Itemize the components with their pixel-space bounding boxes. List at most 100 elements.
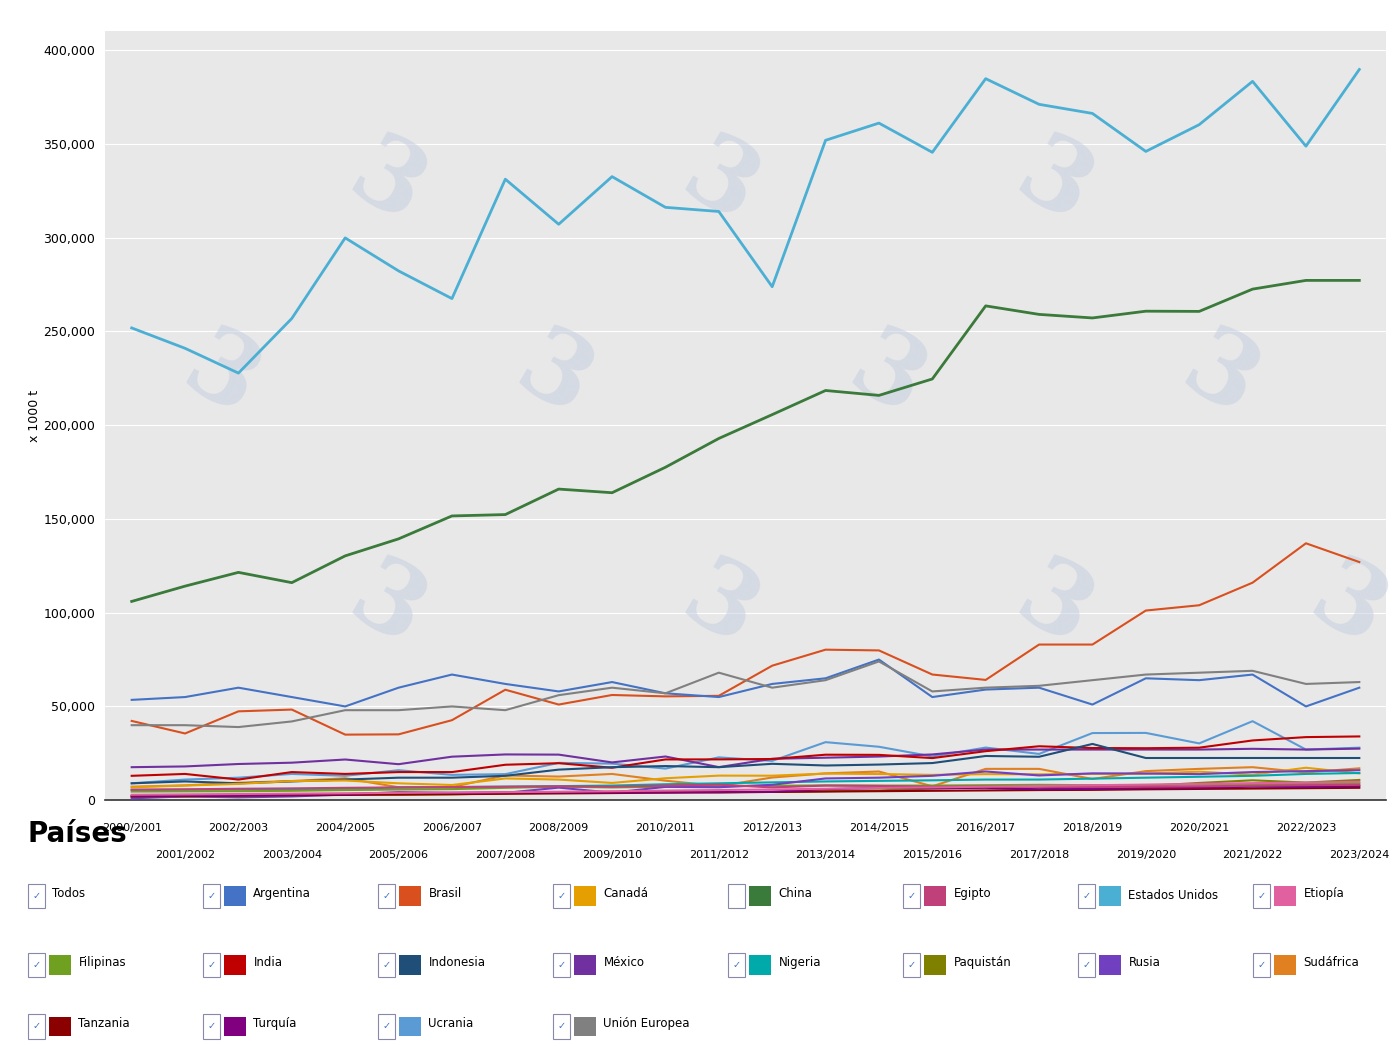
Text: ✓: ✓	[382, 891, 391, 901]
Text: ✓: ✓	[907, 960, 916, 970]
Text: 2010/2011: 2010/2011	[636, 823, 696, 834]
Text: 2022/2023: 2022/2023	[1275, 823, 1336, 834]
FancyBboxPatch shape	[378, 953, 395, 977]
FancyBboxPatch shape	[574, 955, 596, 975]
FancyBboxPatch shape	[1274, 886, 1296, 906]
Text: 3: 3	[1294, 548, 1400, 667]
Text: Tanzania: Tanzania	[78, 1018, 130, 1030]
FancyBboxPatch shape	[203, 1014, 220, 1039]
Text: Paquistán: Paquistán	[953, 956, 1011, 969]
FancyBboxPatch shape	[399, 886, 421, 906]
FancyBboxPatch shape	[1099, 886, 1121, 906]
FancyBboxPatch shape	[378, 1014, 395, 1039]
FancyBboxPatch shape	[224, 955, 246, 975]
FancyBboxPatch shape	[924, 886, 946, 906]
Text: Todos: Todos	[52, 887, 85, 901]
Text: 3: 3	[832, 318, 941, 437]
Text: Ucrania: Ucrania	[428, 1018, 473, 1030]
FancyBboxPatch shape	[1253, 884, 1270, 908]
Text: 2023/2024: 2023/2024	[1329, 850, 1389, 860]
Text: ✓: ✓	[557, 891, 566, 901]
Text: 3: 3	[167, 318, 274, 437]
FancyBboxPatch shape	[1253, 953, 1270, 977]
FancyBboxPatch shape	[1274, 955, 1296, 975]
Text: Canadá: Canadá	[603, 887, 648, 901]
FancyBboxPatch shape	[924, 955, 946, 975]
Text: ✓: ✓	[732, 960, 741, 970]
FancyBboxPatch shape	[378, 884, 395, 908]
Text: 3: 3	[332, 126, 441, 245]
FancyBboxPatch shape	[903, 953, 920, 977]
Text: ✓: ✓	[557, 960, 566, 970]
Text: China: China	[778, 887, 812, 901]
FancyBboxPatch shape	[49, 1017, 71, 1037]
Text: 2003/2004: 2003/2004	[262, 850, 322, 860]
Text: 2015/2016: 2015/2016	[903, 850, 962, 860]
Text: ✓: ✓	[1257, 891, 1266, 901]
Text: México: México	[603, 956, 644, 969]
Text: 2019/2020: 2019/2020	[1116, 850, 1176, 860]
FancyBboxPatch shape	[399, 955, 421, 975]
Text: 2021/2022: 2021/2022	[1222, 850, 1282, 860]
FancyBboxPatch shape	[28, 953, 45, 977]
Text: ✓: ✓	[1082, 891, 1091, 901]
FancyBboxPatch shape	[28, 1014, 45, 1039]
FancyBboxPatch shape	[49, 955, 71, 975]
FancyBboxPatch shape	[903, 884, 920, 908]
Text: 3: 3	[665, 548, 774, 667]
FancyBboxPatch shape	[749, 955, 771, 975]
Text: 2017/2018: 2017/2018	[1009, 850, 1070, 860]
Text: ✓: ✓	[32, 891, 41, 901]
Text: 2012/2013: 2012/2013	[742, 823, 802, 834]
Text: ✓: ✓	[207, 1021, 216, 1031]
Text: Turquía: Turquía	[253, 1018, 297, 1030]
Text: 3: 3	[332, 548, 441, 667]
FancyBboxPatch shape	[553, 1014, 570, 1039]
Text: 3: 3	[1165, 318, 1274, 437]
Text: 2007/2008: 2007/2008	[475, 850, 535, 860]
Text: ✓: ✓	[1257, 960, 1266, 970]
Text: Países: Países	[28, 820, 127, 848]
Text: ✓: ✓	[32, 1021, 41, 1031]
Text: 2005/2006: 2005/2006	[368, 850, 428, 860]
Text: 2016/2017: 2016/2017	[956, 823, 1016, 834]
FancyBboxPatch shape	[749, 886, 771, 906]
Text: 2020/2021: 2020/2021	[1169, 823, 1229, 834]
FancyBboxPatch shape	[574, 1017, 596, 1037]
Text: 2013/2014: 2013/2014	[795, 850, 855, 860]
Text: 2004/2005: 2004/2005	[315, 823, 375, 834]
Text: 3: 3	[998, 548, 1107, 667]
FancyBboxPatch shape	[28, 884, 45, 908]
Text: Filipinas: Filipinas	[78, 956, 126, 969]
Text: Etiopía: Etiopía	[1303, 887, 1344, 901]
Text: 2008/2009: 2008/2009	[529, 823, 589, 834]
Text: India: India	[253, 956, 283, 969]
Text: ✓: ✓	[207, 891, 216, 901]
Text: Sudáfrica: Sudáfrica	[1303, 956, 1359, 969]
FancyBboxPatch shape	[728, 953, 745, 977]
Text: ✓: ✓	[382, 1021, 391, 1031]
FancyBboxPatch shape	[224, 1017, 246, 1037]
Text: 3: 3	[665, 126, 774, 245]
FancyBboxPatch shape	[553, 953, 570, 977]
Text: Unión Europea: Unión Europea	[603, 1018, 690, 1030]
Text: 2000/2001: 2000/2001	[102, 823, 161, 834]
FancyBboxPatch shape	[399, 1017, 421, 1037]
Text: 3: 3	[998, 126, 1107, 245]
Text: 2018/2019: 2018/2019	[1063, 823, 1123, 834]
Text: 3: 3	[498, 318, 608, 437]
Text: Indonesia: Indonesia	[428, 956, 486, 969]
Text: 2001/2002: 2001/2002	[155, 850, 216, 860]
FancyBboxPatch shape	[1078, 884, 1095, 908]
Text: 2009/2010: 2009/2010	[582, 850, 643, 860]
Text: 2002/2003: 2002/2003	[209, 823, 269, 834]
Text: 2011/2012: 2011/2012	[689, 850, 749, 860]
FancyBboxPatch shape	[574, 886, 596, 906]
FancyBboxPatch shape	[1078, 953, 1095, 977]
Text: 2006/2007: 2006/2007	[421, 823, 482, 834]
FancyBboxPatch shape	[728, 884, 745, 908]
Text: Rusia: Rusia	[1128, 956, 1161, 969]
Text: Brasil: Brasil	[428, 887, 462, 901]
FancyBboxPatch shape	[553, 884, 570, 908]
FancyBboxPatch shape	[1099, 955, 1121, 975]
